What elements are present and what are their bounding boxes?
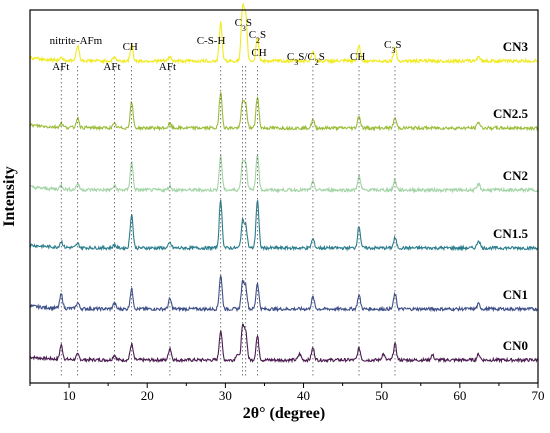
series-label: CN0 (503, 338, 528, 353)
plot-frame (29, 9, 539, 384)
peak-label: AFt (52, 61, 69, 73)
y-axis-title: Intensity (1, 166, 18, 226)
x-ticks: 10 20 30 40 50 60 70 (29, 383, 545, 403)
peak-label: C3S/C2S (287, 51, 325, 67)
peak-guides (60, 66, 396, 378)
peak-label: C3S (384, 39, 401, 55)
series-line-cn1-5 (29, 199, 539, 252)
series-layer: CN0 CN1 CN1.5 CN2 CN2.5 CN3 (29, 3, 539, 364)
x-tick-label: 60 (453, 388, 466, 403)
peak-label: nitrite-AFm (50, 35, 103, 47)
series-line-cn2 (30, 153, 539, 194)
series-label: CN2.5 (493, 106, 529, 121)
peak-label: AFt (159, 61, 176, 73)
peak-label: C-S-H (197, 35, 226, 47)
peak-label: CH (123, 41, 138, 53)
series-line-cn2-5 (29, 92, 539, 132)
x-tick-label: 70 (532, 388, 545, 403)
peak-label: AFt (103, 61, 120, 73)
series-line-cn1 (29, 275, 539, 313)
peak-label: CH (251, 47, 266, 59)
series-label: CN1.5 (493, 226, 529, 241)
x-tick-label: 10 (63, 388, 76, 403)
x-tick-label: 40 (297, 388, 310, 403)
peak-label: C2S (249, 29, 266, 45)
series-label: CN1 (503, 287, 528, 302)
peak-label: CH (350, 51, 365, 63)
x-tick-label: 30 (219, 388, 232, 403)
x-tick-label: 50 (375, 388, 388, 403)
x-axis-title: 2θ° (degree) (243, 405, 325, 422)
series-line-cn0 (29, 323, 539, 364)
peak-label: C3S (235, 17, 252, 33)
series-label: CN2 (503, 168, 528, 183)
series-line-cn3 (29, 3, 539, 65)
series-label: CN3 (503, 39, 529, 54)
x-tick-label: 20 (141, 388, 154, 403)
